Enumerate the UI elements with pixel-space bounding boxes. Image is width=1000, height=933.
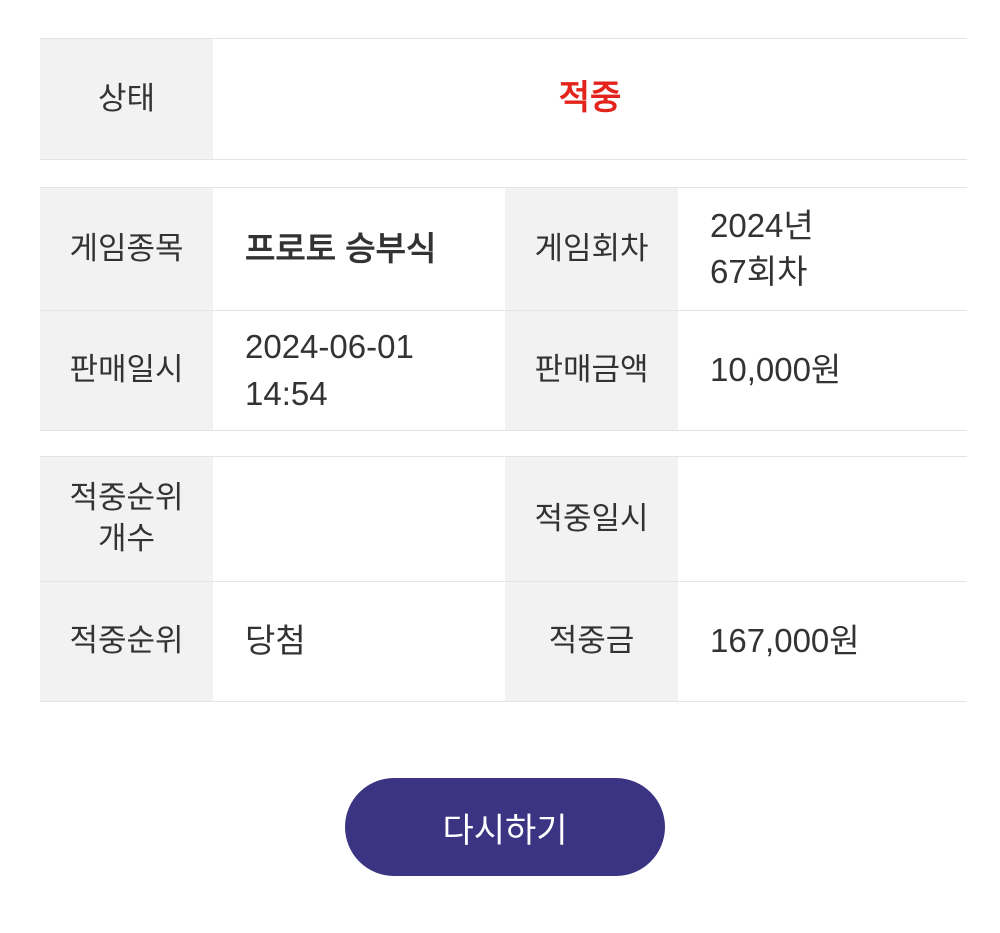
win-datetime-value (678, 457, 967, 582)
game-type-value: 프로토 승부식 (213, 188, 505, 311)
win-result-table: 적중순위 개수 적중일시 적중순위 당첨 적중금 167,000원 (40, 456, 967, 702)
game-round-value: 2024년 67회차 (678, 188, 967, 311)
win-amount-value: 167,000원 (678, 582, 967, 701)
status-value: 적중 (213, 39, 967, 159)
sale-datetime-label: 판매일시 (40, 311, 213, 430)
game-info-table: 게임종목 프로토 승부식 게임회차 2024년 67회차 판매일시 2024-0… (40, 187, 967, 431)
win-datetime-label: 적중일시 (505, 457, 678, 582)
win-rank-label: 적중순위 (40, 582, 213, 701)
game-type-label: 게임종목 (40, 188, 213, 311)
sale-datetime-value: 2024-06-01 14:54 (213, 311, 505, 430)
win-rank-count-label: 적중순위 개수 (40, 457, 213, 582)
win-amount-label: 적중금 (505, 582, 678, 701)
game-round-label: 게임회차 (505, 188, 678, 311)
win-rank-count-value (213, 457, 505, 582)
win-rank-value: 당첨 (213, 582, 505, 701)
retry-button[interactable]: 다시하기 (345, 778, 665, 876)
sale-amount-value: 10,000원 (678, 311, 967, 430)
status-row: 상태 적중 (40, 38, 967, 160)
sale-amount-label: 판매금액 (505, 311, 678, 430)
status-label: 상태 (40, 39, 213, 159)
